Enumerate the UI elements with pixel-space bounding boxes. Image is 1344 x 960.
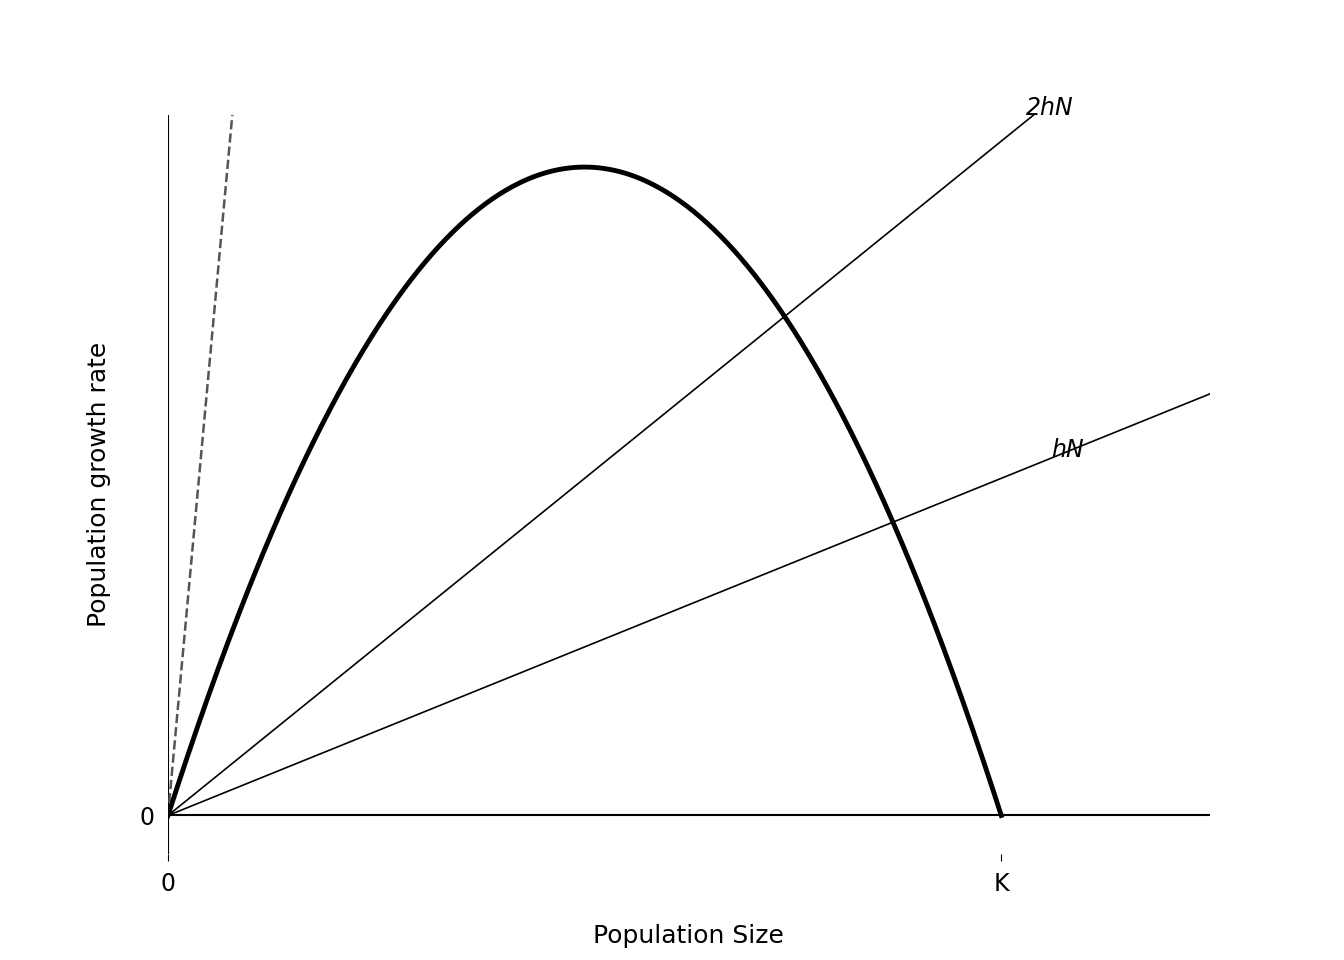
X-axis label: Population Size: Population Size <box>593 924 785 948</box>
Text: 2hN: 2hN <box>1027 96 1074 120</box>
Text: hN: hN <box>1051 439 1083 463</box>
Y-axis label: Population growth rate: Population growth rate <box>87 342 112 628</box>
